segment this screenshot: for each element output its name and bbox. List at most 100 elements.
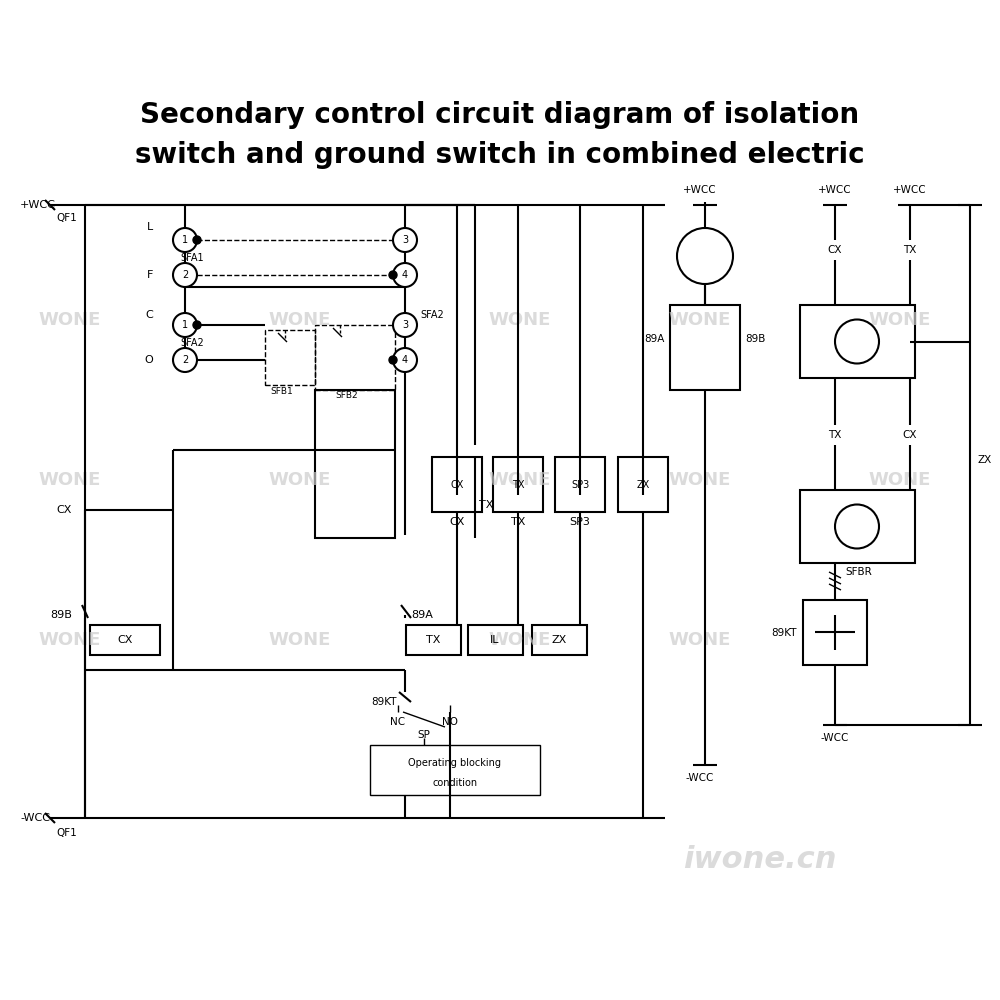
Circle shape (677, 228, 733, 284)
Text: -WCC: -WCC (20, 813, 50, 823)
Text: M: M (852, 335, 862, 348)
Text: QF1: QF1 (56, 828, 77, 838)
Bar (532, 625, 587, 655)
Text: SP: SP (418, 730, 430, 740)
Circle shape (835, 504, 879, 548)
Bar (370, 745, 540, 795)
Circle shape (835, 320, 879, 363)
Text: 1: 1 (182, 235, 188, 245)
Text: WONE: WONE (869, 311, 931, 329)
Text: 2: 2 (182, 355, 188, 365)
Text: WONE: WONE (669, 311, 731, 329)
Bar (803, 600, 867, 665)
Text: iwone.cn: iwone.cn (683, 846, 837, 874)
Bar (406, 625, 461, 655)
Text: CX: CX (450, 480, 464, 490)
Text: SP3: SP3 (570, 517, 590, 527)
Text: QF1: QF1 (56, 213, 77, 223)
Text: 89KT: 89KT (372, 697, 397, 707)
Circle shape (173, 348, 197, 372)
Text: WONE: WONE (269, 471, 331, 489)
Text: SFB2: SFB2 (335, 390, 358, 399)
Text: 3: 3 (402, 320, 408, 330)
Text: +WCC: +WCC (818, 185, 852, 195)
Text: SP3: SP3 (571, 480, 589, 490)
Text: +WCC: +WCC (20, 200, 56, 210)
Text: WONE: WONE (269, 311, 331, 329)
Bar (315, 325, 395, 390)
Text: 89KT: 89KT (772, 628, 797, 638)
Text: WONE: WONE (269, 631, 331, 649)
Bar (800, 490, 915, 563)
Text: Operating blocking: Operating blocking (409, 758, 502, 768)
Circle shape (389, 356, 397, 364)
Circle shape (173, 228, 197, 252)
Text: CX: CX (449, 517, 465, 527)
Text: 89A: 89A (411, 610, 433, 620)
Bar (315, 390, 395, 538)
Text: WONE: WONE (39, 471, 101, 489)
Circle shape (393, 263, 417, 287)
Text: Secondary control circuit diagram of isolation: Secondary control circuit diagram of iso… (140, 101, 860, 129)
Circle shape (393, 313, 417, 337)
Bar (618, 457, 668, 512)
Circle shape (173, 313, 197, 337)
Text: ZX: ZX (636, 480, 650, 490)
Text: C: C (145, 310, 153, 320)
Text: CX: CX (57, 505, 72, 515)
Text: 1: 1 (182, 320, 188, 330)
Text: -WCC: -WCC (821, 733, 849, 743)
Text: SFA2: SFA2 (180, 338, 204, 348)
Text: 3: 3 (402, 235, 408, 245)
Bar (468, 625, 523, 655)
Text: ZX: ZX (978, 455, 992, 465)
Bar (800, 305, 915, 378)
Text: O: O (144, 355, 153, 365)
Text: +WCC: +WCC (893, 185, 927, 195)
Text: 89B: 89B (50, 610, 72, 620)
Circle shape (193, 321, 201, 329)
Text: NO: NO (442, 717, 458, 727)
Text: 89A: 89A (645, 334, 665, 344)
Text: F: F (147, 270, 153, 280)
Bar (555, 457, 605, 512)
Text: 2: 2 (182, 270, 188, 280)
Text: SFA1: SFA1 (180, 253, 204, 263)
Text: WONE: WONE (39, 631, 101, 649)
Text: WONE: WONE (39, 311, 101, 329)
Text: WONE: WONE (489, 311, 551, 329)
Circle shape (393, 228, 417, 252)
Circle shape (389, 271, 397, 279)
Text: SFA2: SFA2 (420, 310, 444, 320)
Text: NC: NC (390, 717, 406, 727)
Bar (90, 625, 160, 655)
Bar (670, 305, 740, 390)
Text: TX: TX (479, 500, 493, 510)
Text: -WCC: -WCC (686, 773, 714, 783)
Text: condition: condition (432, 778, 478, 788)
Text: TX: TX (903, 245, 917, 255)
Text: CX: CX (828, 245, 842, 255)
Text: +WCC: +WCC (683, 185, 717, 195)
Text: ZX: ZX (551, 635, 567, 645)
Text: SFB1: SFB1 (270, 387, 293, 396)
Circle shape (193, 236, 201, 244)
Text: TX: TX (828, 430, 842, 440)
Bar (265, 330, 315, 385)
Text: CX: CX (117, 635, 133, 645)
Text: WONE: WONE (669, 471, 731, 489)
Text: WONE: WONE (669, 631, 731, 649)
Text: SFBR: SFBR (845, 567, 872, 577)
Text: L: L (147, 222, 153, 232)
Bar (493, 457, 543, 512)
Text: TX: TX (511, 517, 525, 527)
Text: WONE: WONE (489, 471, 551, 489)
Circle shape (393, 348, 417, 372)
Text: 4: 4 (402, 270, 408, 280)
Text: 4: 4 (402, 355, 408, 365)
Text: M: M (852, 520, 862, 533)
Text: switch and ground switch in combined electric: switch and ground switch in combined ele… (135, 141, 865, 169)
Text: TX: TX (426, 635, 440, 645)
Text: TX: TX (512, 480, 524, 490)
Bar (432, 457, 482, 512)
